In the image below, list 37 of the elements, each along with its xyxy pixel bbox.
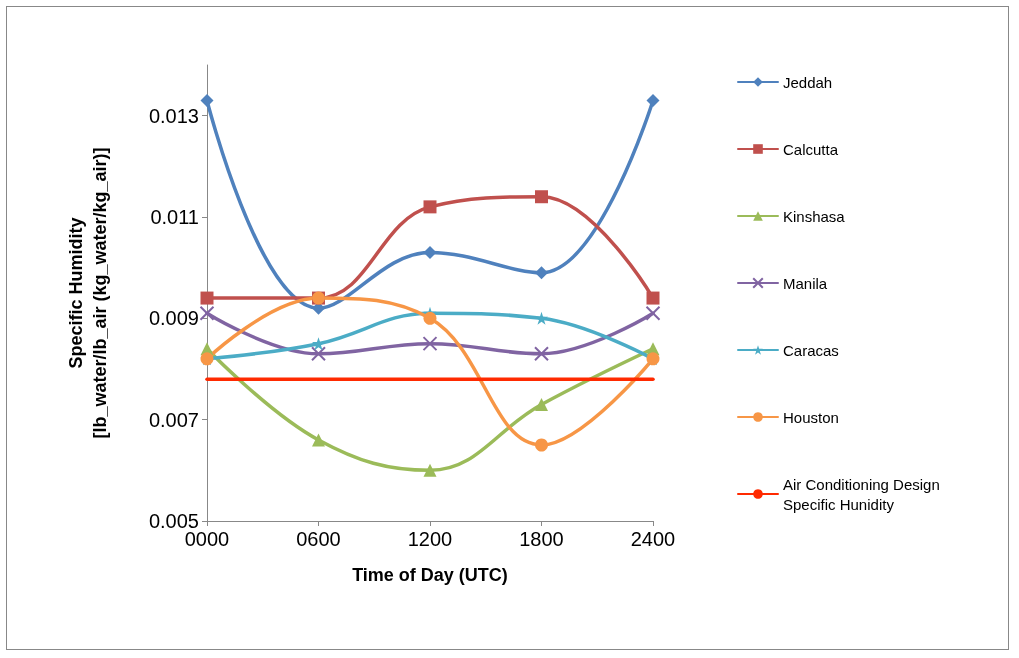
point <box>200 291 214 305</box>
x-axis-title: Time of Day (UTC) <box>352 565 508 585</box>
point <box>535 397 548 411</box>
x-tick-label: 1800 <box>519 528 564 550</box>
legend-label: Caracas <box>783 341 839 359</box>
legend-label: Calcutta <box>783 140 839 158</box>
legend-label: Kinshasa <box>783 207 846 225</box>
x-tick-label: 2400 <box>630 528 676 550</box>
point <box>645 305 661 321</box>
point <box>200 93 214 107</box>
point <box>423 200 437 214</box>
x-tick-label: 1200 <box>407 528 453 550</box>
legend-label: Air Conditioning Design Specific Hunidity <box>783 475 944 513</box>
point <box>534 346 549 362</box>
point <box>535 190 548 204</box>
point <box>535 311 548 325</box>
point <box>646 291 660 305</box>
x-tick-label: 0600 <box>296 528 341 550</box>
point <box>311 346 326 362</box>
point <box>423 245 437 259</box>
point <box>535 438 548 452</box>
point <box>646 93 660 107</box>
legend-label: Houston <box>783 408 839 426</box>
y-tick-label: 0.011 <box>150 206 199 228</box>
y-tick-label: 0.013 <box>148 104 199 127</box>
point <box>312 337 325 351</box>
y-tick-label: 0.007 <box>148 408 199 431</box>
point <box>199 305 215 321</box>
point <box>423 311 437 325</box>
point <box>422 336 438 352</box>
legend-label: Manila <box>783 274 828 292</box>
point <box>535 266 548 280</box>
y-tick-label: 0.009 <box>148 307 199 330</box>
point <box>423 463 437 477</box>
point <box>312 433 325 447</box>
legend-label: Jeddah <box>783 73 833 91</box>
y-axis-title: Specific Humidity [lb_water/lb_air (kg_water/kg_air)] <box>66 147 110 439</box>
